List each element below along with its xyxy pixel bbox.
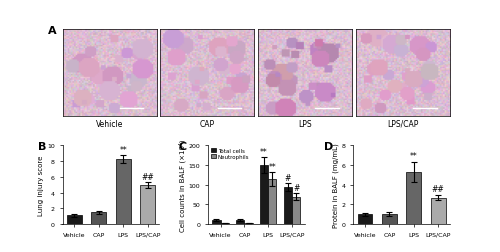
X-axis label: CAP: CAP [200,119,215,129]
X-axis label: LPS: LPS [298,119,312,129]
Bar [220,223,229,224]
Text: **: ** [268,162,276,171]
Text: D: D [324,142,334,152]
Bar [244,223,252,224]
X-axis label: Vehicle: Vehicle [96,119,123,129]
Y-axis label: Cell counts in BALF (×10⁴): Cell counts in BALF (×10⁴) [178,139,186,231]
Bar [260,165,268,224]
Y-axis label: Protein in BALF (mg/mL): Protein in BALF (mg/mL) [332,143,338,227]
Bar [92,212,106,224]
Text: **: ** [120,145,127,154]
Bar [268,179,276,224]
Text: #: # [293,183,300,193]
Y-axis label: Lung injury score: Lung injury score [38,155,44,215]
X-axis label: LPS/CAP: LPS/CAP [388,119,418,129]
Bar [431,198,446,224]
Legend: Total cells, Neutrophils: Total cells, Neutrophils [210,148,250,160]
Text: A: A [48,26,57,36]
Bar [382,214,396,224]
Bar [140,185,155,224]
Text: ##: ## [142,172,154,181]
Bar [67,216,82,224]
Bar [284,187,292,224]
Text: #: # [284,173,291,182]
Text: ##: ## [432,184,444,193]
Bar [292,197,300,224]
Bar [212,220,220,224]
Text: **: ** [260,147,268,156]
Text: **: ** [410,151,418,160]
Bar [358,214,372,224]
Bar [236,220,244,224]
Text: B: B [38,142,46,152]
Bar [116,159,130,224]
Bar [406,172,421,224]
Text: C: C [179,142,187,152]
